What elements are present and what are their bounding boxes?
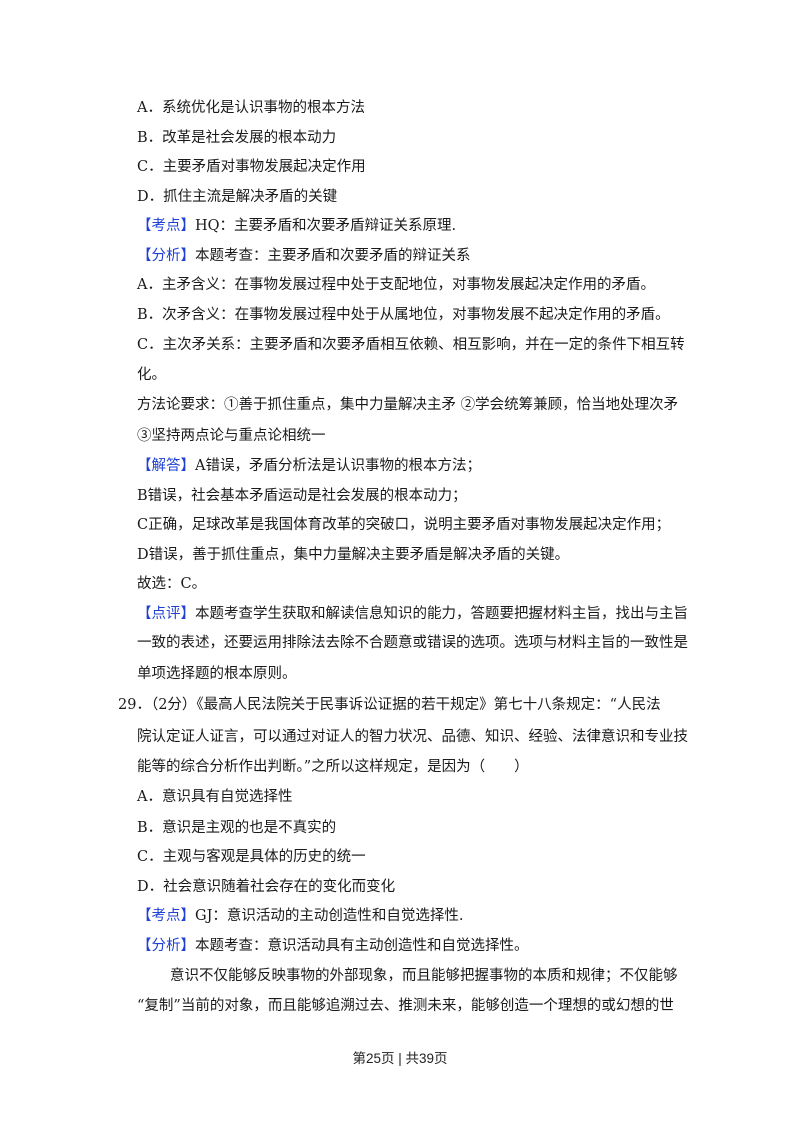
text-line: 化。 xyxy=(137,365,166,385)
text-line: D．社会意识随着社会存在的变化而变化 xyxy=(137,877,395,897)
line-text: 29．（2分）《最高人民法院关于民事诉讼证据的若干规定》第七十八条规定：“人民法 xyxy=(118,697,661,713)
text-line: B．意识是主观的也是不真实的 xyxy=(137,818,336,838)
line-text: HQ：主要矛盾和次要矛盾辩证关系原理. xyxy=(195,218,457,234)
text-line: B．次矛含义：在事物发展过程中处于从属地位，对事物发展不起决定作用的矛盾。 xyxy=(137,305,670,325)
section-tag: 【分析】 xyxy=(137,248,195,264)
text-line: 故选：C。 xyxy=(137,574,206,594)
section-tag: 【考点】 xyxy=(137,908,195,924)
text-line: 【考点】HQ：主要矛盾和次要矛盾辩证关系原理. xyxy=(137,216,456,236)
text-line: D．抓住主流是解决矛盾的关键 xyxy=(137,187,337,207)
line-text: “复制”当前的对象，而且能够追溯过去、推测未来，能够创造一个理想的或幻想的世 xyxy=(137,998,674,1014)
text-line: “复制”当前的对象，而且能够追溯过去、推测未来，能够创造一个理想的或幻想的世 xyxy=(137,996,674,1016)
line-text: C．主次矛关系：主要矛盾和次要矛盾相互依赖、相互影响，并在一定的条件下相互转 xyxy=(137,337,685,353)
text-line: C正确，足球改革是我国体育改革的突破口，说明主要矛盾对事物发展起决定作用； xyxy=(137,515,670,535)
line-text: 院认定证人证言，可以通过对证人的智力状况、品德、知识、经验、法律意识和专业技 xyxy=(137,729,688,745)
text-line: C．主要矛盾对事物发展起决定作用 xyxy=(137,157,366,177)
line-text: 方法论要求：①善于抓住重点，集中力量解决主矛 ②学会统筹兼顾，恰当地处理次矛 xyxy=(137,397,679,413)
text-line: 【分析】本题考查：意识活动具有主动创造性和自觉选择性。 xyxy=(137,936,529,956)
line-text: 一致的表述，还要运用排除法去除不合题意或错误的选项。选项与材料主旨的一致性是 xyxy=(137,635,688,651)
line-text: D．社会意识随着社会存在的变化而变化 xyxy=(137,879,396,895)
text-line: A．系统优化是认识事物的根本方法 xyxy=(137,98,365,118)
text-line: 一致的表述，还要运用排除法去除不合题意或错误的选项。选项与材料主旨的一致性是 xyxy=(137,633,688,653)
text-line: 院认定证人证言，可以通过对证人的智力状况、品德、知识、经验、法律意识和专业技 xyxy=(137,727,688,747)
line-text: B．次矛含义：在事物发展过程中处于从属地位，对事物发展不起决定作用的矛盾。 xyxy=(137,307,670,323)
line-text: ③坚持两点论与重点论相统一 xyxy=(137,428,326,444)
line-text: C．主观与客观是具体的历史的统一 xyxy=(137,849,366,865)
text-line: C．主次矛关系：主要矛盾和次要矛盾相互依赖、相互影响，并在一定的条件下相互转 xyxy=(137,335,685,355)
line-text: GJ：意识活动的主动创造性和自觉选择性. xyxy=(195,908,464,924)
line-text: A．主矛含义：在事物发展过程中处于支配地位，对事物发展起决定作用的矛盾。 xyxy=(137,277,655,293)
line-text: B错误，社会基本矛盾运动是社会发展的根本动力； xyxy=(137,488,467,504)
section-tag: 【解答】 xyxy=(137,458,195,474)
line-text: 意识不仅能够反映事物的外部现象，而且能够把握事物的本质和规律；不仅能够 xyxy=(170,968,678,984)
text-line: 能等的综合分析作出判断。”之所以这样规定，是因为（ ） xyxy=(137,757,529,777)
line-text: B．意识是主观的也是不真实的 xyxy=(137,820,337,836)
text-line: B．改革是社会发展的根本动力 xyxy=(137,128,336,148)
line-text: 故选：C。 xyxy=(137,576,207,592)
line-text: D．抓住主流是解决矛盾的关键 xyxy=(137,189,338,205)
section-tag: 【分析】 xyxy=(137,938,195,954)
text-line: ③坚持两点论与重点论相统一 xyxy=(137,426,326,446)
text-line: 意识不仅能够反映事物的外部现象，而且能够把握事物的本质和规律；不仅能够 xyxy=(170,966,678,986)
text-line: 【点评】本题考查学生获取和解读信息知识的能力，答题要把握材料主旨，找出与主旨 xyxy=(137,604,688,624)
text-line: 方法论要求：①善于抓住重点，集中力量解决主矛 ②学会统筹兼顾，恰当地处理次矛 xyxy=(137,395,678,415)
page-footer: 第25页 | 共39页 xyxy=(352,1051,448,1066)
line-text: 本题考查：主要矛盾和次要矛盾的辩证关系 xyxy=(195,248,471,264)
text-line: A．意识具有自觉选择性 xyxy=(137,787,292,807)
line-text: 化。 xyxy=(137,367,166,383)
line-text: C．主要矛盾对事物发展起决定作用 xyxy=(137,159,366,175)
line-text: 能等的综合分析作出判断。”之所以这样规定，是因为（ ） xyxy=(137,759,529,775)
line-text: C正确，足球改革是我国体育改革的突破口，说明主要矛盾对事物发展起决定作用； xyxy=(137,517,671,533)
text-line: 【分析】本题考查：主要矛盾和次要矛盾的辩证关系 xyxy=(137,246,471,266)
text-line: D错误，善于抓住重点，集中力量解决主要矛盾是解决矛盾的关键。 xyxy=(137,545,569,565)
text-line: 单项选择题的根本原则。 xyxy=(137,664,297,684)
text-line: 【考点】GJ：意识活动的主动创造性和自觉选择性. xyxy=(137,906,464,926)
line-text: D错误，善于抓住重点，集中力量解决主要矛盾是解决矛盾的关键。 xyxy=(137,547,570,563)
text-line: 29．（2分）《最高人民法院关于民事诉讼证据的若干规定》第七十八条规定：“人民法 xyxy=(118,695,661,715)
text-line: C．主观与客观是具体的历史的统一 xyxy=(137,847,366,867)
text-line: B错误，社会基本矛盾运动是社会发展的根本动力； xyxy=(137,486,467,506)
section-tag: 【考点】 xyxy=(137,218,195,234)
text-line: A．主矛含义：在事物发展过程中处于支配地位，对事物发展起决定作用的矛盾。 xyxy=(137,275,655,295)
line-text: 本题考查：意识活动具有主动创造性和自觉选择性。 xyxy=(195,938,529,954)
section-tag: 【点评】 xyxy=(137,606,195,622)
line-text: A．系统优化是认识事物的根本方法 xyxy=(137,100,365,116)
line-text: A错误，矛盾分析法是认识事物的根本方法； xyxy=(195,458,481,474)
line-text: 本题考查学生获取和解读信息知识的能力，答题要把握材料主旨，找出与主旨 xyxy=(195,606,688,622)
line-text: 单项选择题的根本原则。 xyxy=(137,666,297,682)
line-text: B．改革是社会发展的根本动力 xyxy=(137,130,337,146)
text-line: 【解答】A错误，矛盾分析法是认识事物的根本方法； xyxy=(137,456,481,476)
line-text: A．意识具有自觉选择性 xyxy=(137,789,293,805)
